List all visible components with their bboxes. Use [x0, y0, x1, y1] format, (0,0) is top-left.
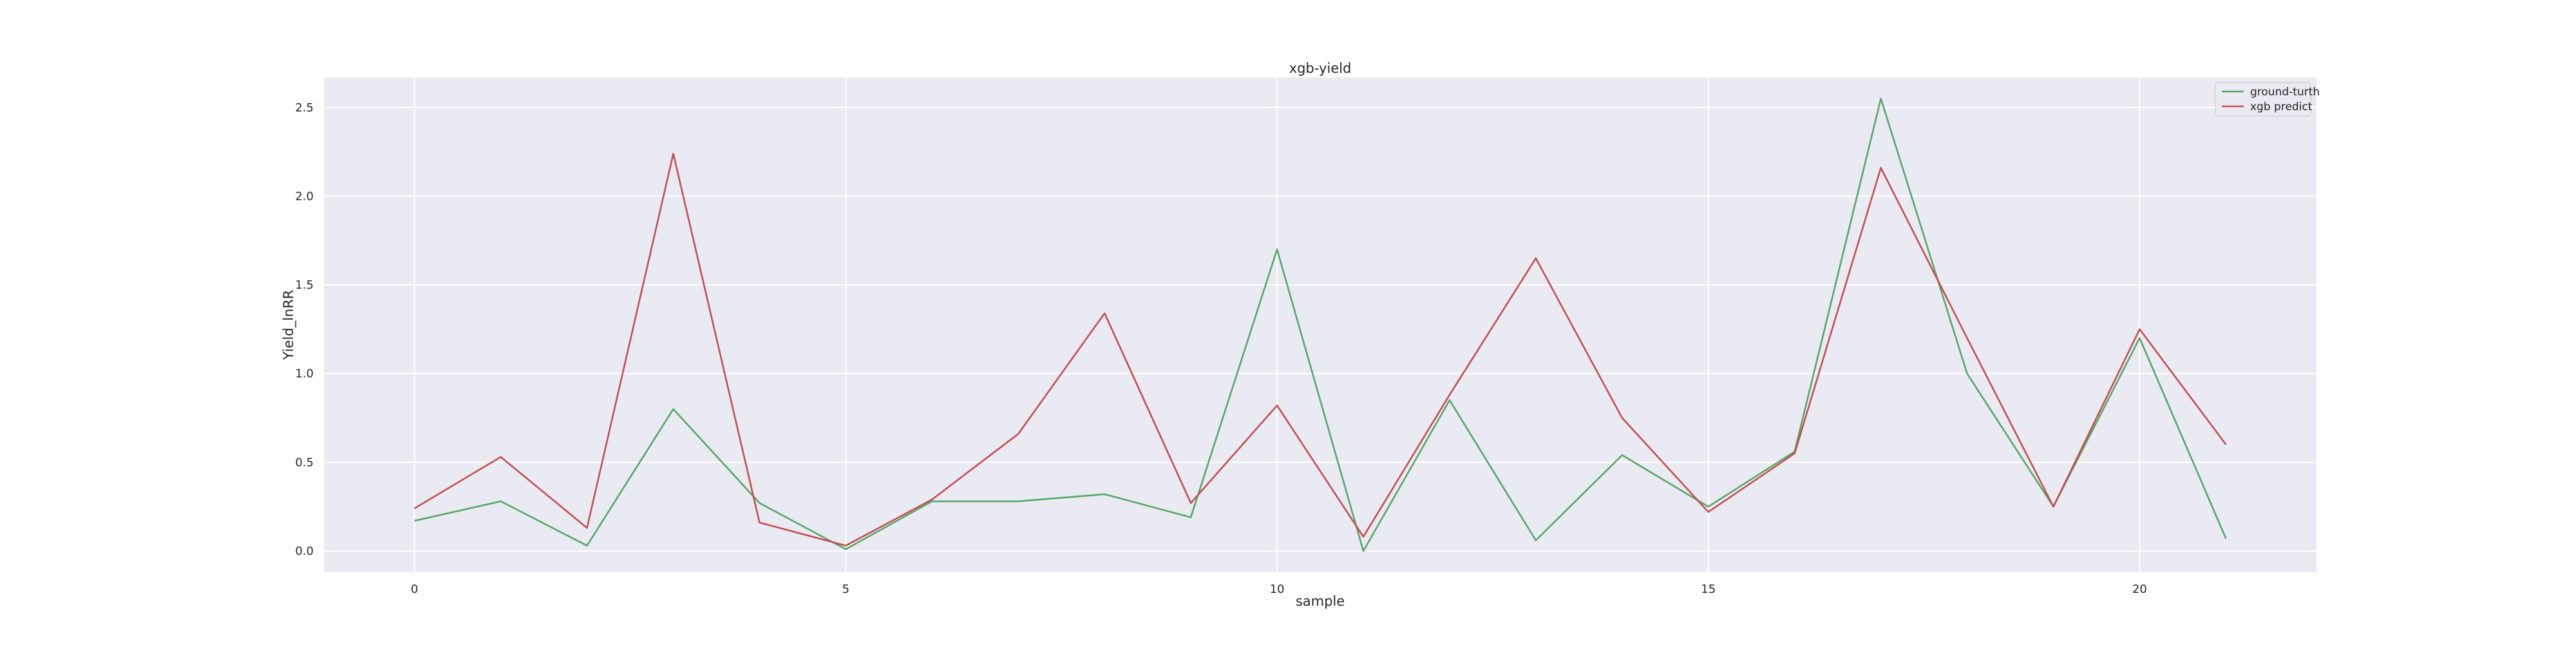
- x-tick-label-3: 15: [1701, 583, 1716, 596]
- y-axis-label: Yield_lnRR: [281, 290, 297, 361]
- legend-label-ground-turth: ground-turth: [2250, 86, 2320, 99]
- tick-labels: 0 5 10 15 20 0.0 0.5 1.0 1.5 2.0 2.5: [295, 101, 2147, 596]
- chart-title: xgb-yield: [1289, 61, 1352, 76]
- x-tick-label-0: 0: [411, 583, 418, 596]
- y-tick-label-3: 1.5: [295, 278, 314, 292]
- legend: ground-turth xgb predict: [2215, 82, 2320, 117]
- y-tick-label-1: 0.5: [295, 456, 314, 469]
- series-lines: [413, 97, 2227, 552]
- y-tick-label-2: 1.0: [295, 367, 314, 381]
- y-tick-label-5: 2.5: [295, 101, 314, 115]
- y-tick-label-0: 0.0: [295, 545, 314, 558]
- x-tick-label-4: 20: [2132, 583, 2147, 596]
- plot-area: [324, 77, 2316, 572]
- x-tick-label-1: 5: [842, 583, 849, 596]
- x-tick-label-2: 10: [1270, 583, 1285, 596]
- x-axis-label: sample: [1296, 594, 1345, 609]
- series-line-ground-turth: [414, 97, 2227, 552]
- grid-lines: [324, 77, 2316, 572]
- legend-label-xgb-predict: xgb predict: [2250, 101, 2313, 113]
- y-tick-label-4: 2.0: [295, 189, 314, 203]
- series-line-xgb-predict: [413, 153, 2227, 547]
